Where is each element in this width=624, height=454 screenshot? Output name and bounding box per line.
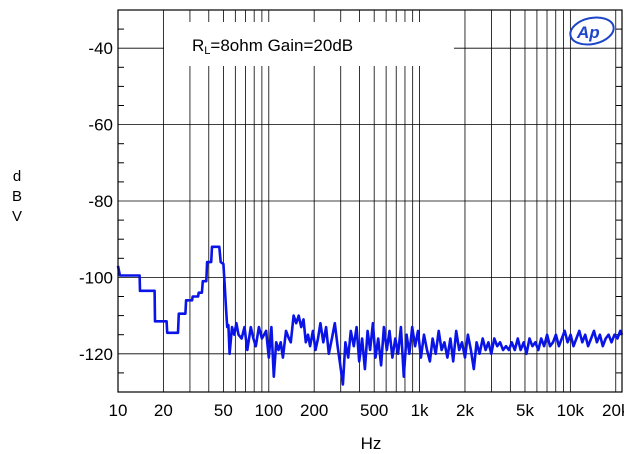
x-tick-label: 100 [255, 401, 283, 420]
y-tick-label: -80 [88, 192, 113, 211]
y-tick-label: -40 [88, 39, 113, 58]
x-axis-title: Hz [361, 434, 382, 453]
x-tick-label: 500 [360, 401, 388, 420]
y-axis-title-char: B [11, 188, 22, 205]
x-tick-label: 20 [154, 401, 173, 420]
x-tick-label: 10k [557, 401, 585, 420]
y-tick-label: -60 [88, 116, 113, 135]
ap-logo-text: Ap [576, 23, 600, 42]
x-tick-label: 200 [300, 401, 328, 420]
series-line [116, 245, 624, 386]
annotation: RL=8ohm Gain=20dB [164, 22, 454, 66]
x-tick-label: 50 [214, 401, 233, 420]
y-tick-label: -120 [79, 345, 113, 364]
y-axis-title-char: d [12, 168, 22, 185]
annotation-text: RL=8ohm Gain=20dB [192, 36, 353, 57]
ap-logo-ring [569, 16, 615, 46]
x-tick-label: 1k [411, 401, 429, 420]
grid-layer [118, 10, 622, 392]
y-tick-labels: -40 -60 -80 -100 -120 [79, 39, 113, 364]
y-tick-label: -100 [79, 268, 113, 287]
x-tick-labels: 10 20 50 100 200 500 1k 2k 5k 10k 20k [109, 401, 624, 420]
annotation-background [164, 22, 454, 66]
x-tick-label: 10 [109, 401, 128, 420]
x-tick-label: 5k [516, 401, 534, 420]
ap-logo: Ap [569, 16, 615, 46]
plot-frame [117, 9, 623, 393]
x-tick-label: 2k [456, 401, 474, 420]
x-tick-label: 20k [602, 401, 624, 420]
y-axis-title-char: V [11, 208, 22, 225]
series-layer [116, 245, 624, 386]
